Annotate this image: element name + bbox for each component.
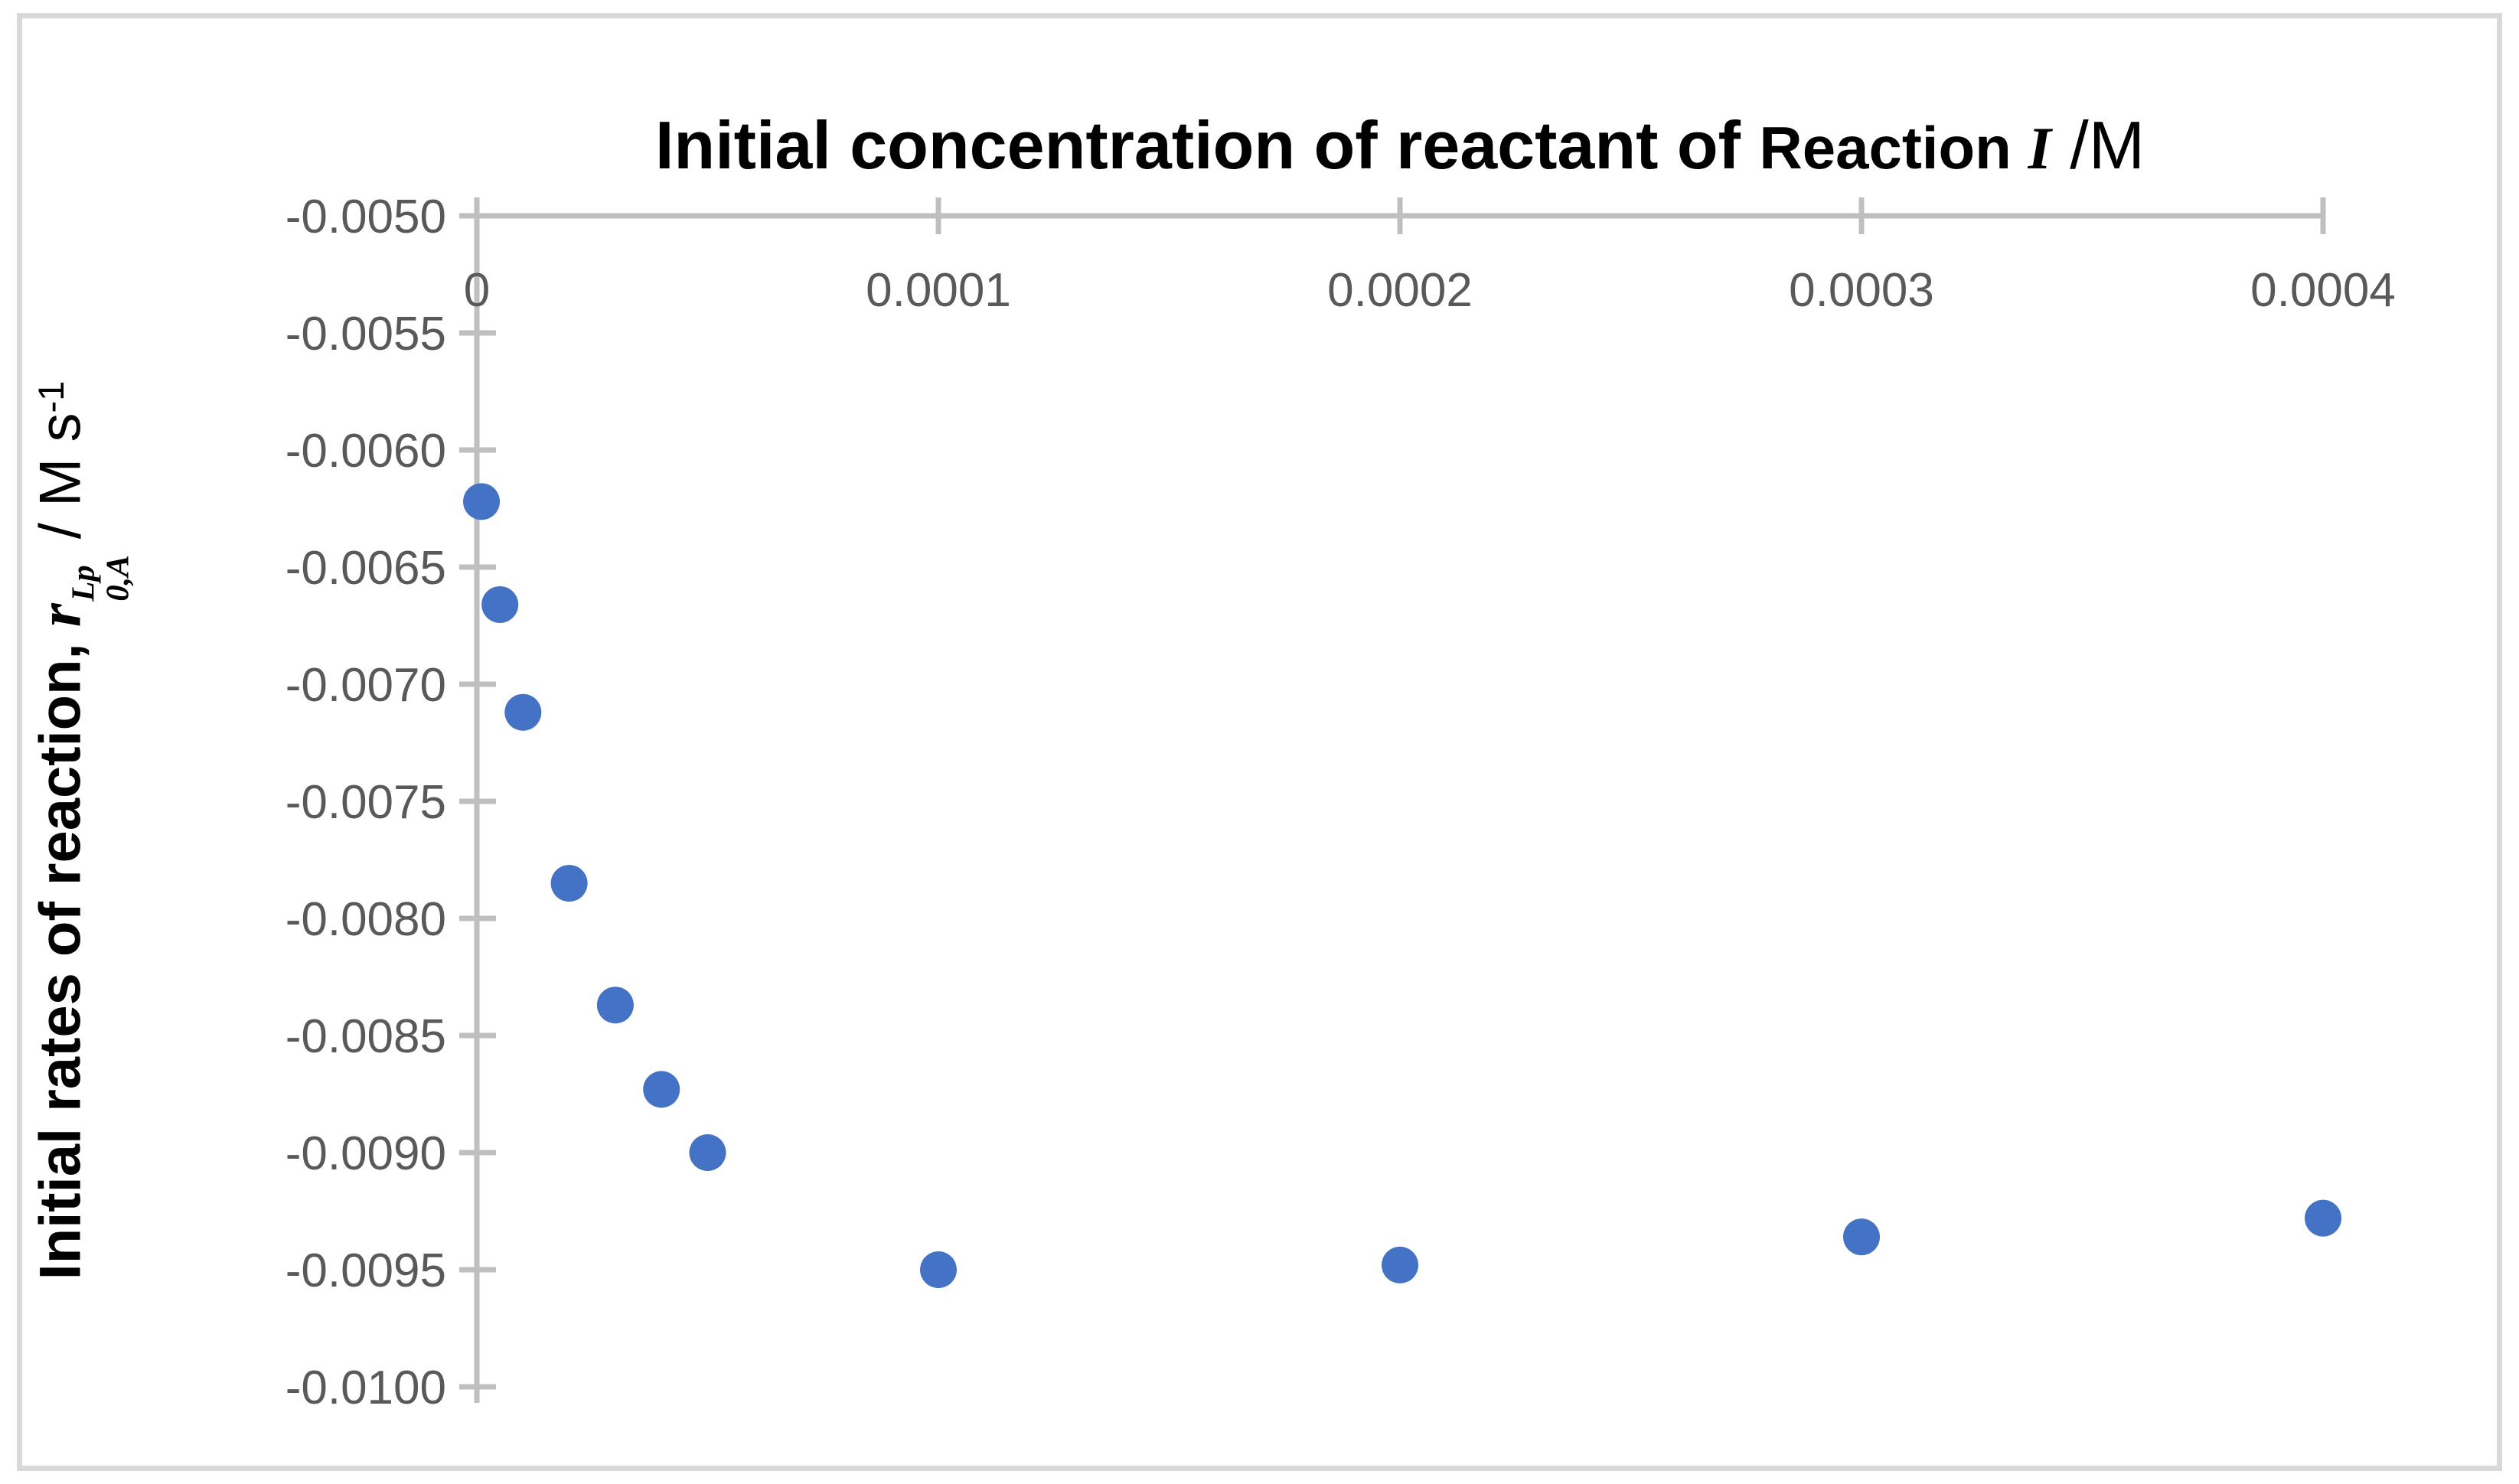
y-tick-label: -0.0050 [286, 191, 446, 243]
x-axis-title-unit: /M [2051, 107, 2145, 183]
x-tick-label: 0.0002 [1327, 264, 1473, 317]
data-point[interactable] [550, 865, 588, 902]
y-tick-label: -0.0090 [286, 1127, 446, 1180]
data-point[interactable] [463, 483, 501, 520]
chart-border [17, 13, 2502, 1471]
data-point[interactable] [1382, 1246, 1418, 1283]
y-tick-label: -0.0065 [286, 542, 446, 595]
y-tick-label: -0.0075 [286, 776, 446, 829]
data-point[interactable] [643, 1071, 680, 1108]
x-axis-title-reaction-symbol: I [2028, 115, 2051, 181]
y-tick-label: -0.0095 [286, 1244, 446, 1297]
x-axis-title: Initial concentration of reactant of Rea… [477, 112, 2323, 179]
y-tick-label: -0.0085 [286, 1010, 446, 1063]
y-tick-label: -0.0070 [286, 659, 446, 712]
data-point[interactable] [596, 987, 634, 1024]
x-tick-label: 0 [464, 264, 490, 317]
y-tick-label: -0.0080 [286, 893, 446, 946]
y-tick-label: -0.0100 [286, 1362, 446, 1414]
y-tick-label: -0.0060 [286, 425, 446, 478]
x-tick-label: 0.0003 [1789, 264, 1934, 317]
x-tick-label: 0.0004 [2250, 264, 2396, 317]
data-point[interactable] [1843, 1218, 1880, 1256]
data-point[interactable] [920, 1251, 957, 1288]
x-axis-title-text: Initial concentration of reactant of [654, 107, 1760, 183]
data-point[interactable] [689, 1134, 726, 1171]
data-point[interactable] [504, 693, 542, 731]
x-axis-title-reaction: Reaction [1759, 114, 2028, 181]
data-point[interactable] [481, 585, 519, 623]
x-tick-label: 0.0001 [866, 264, 1011, 317]
y-tick-label: -0.0055 [286, 308, 446, 360]
data-point[interactable] [2305, 1199, 2341, 1237]
